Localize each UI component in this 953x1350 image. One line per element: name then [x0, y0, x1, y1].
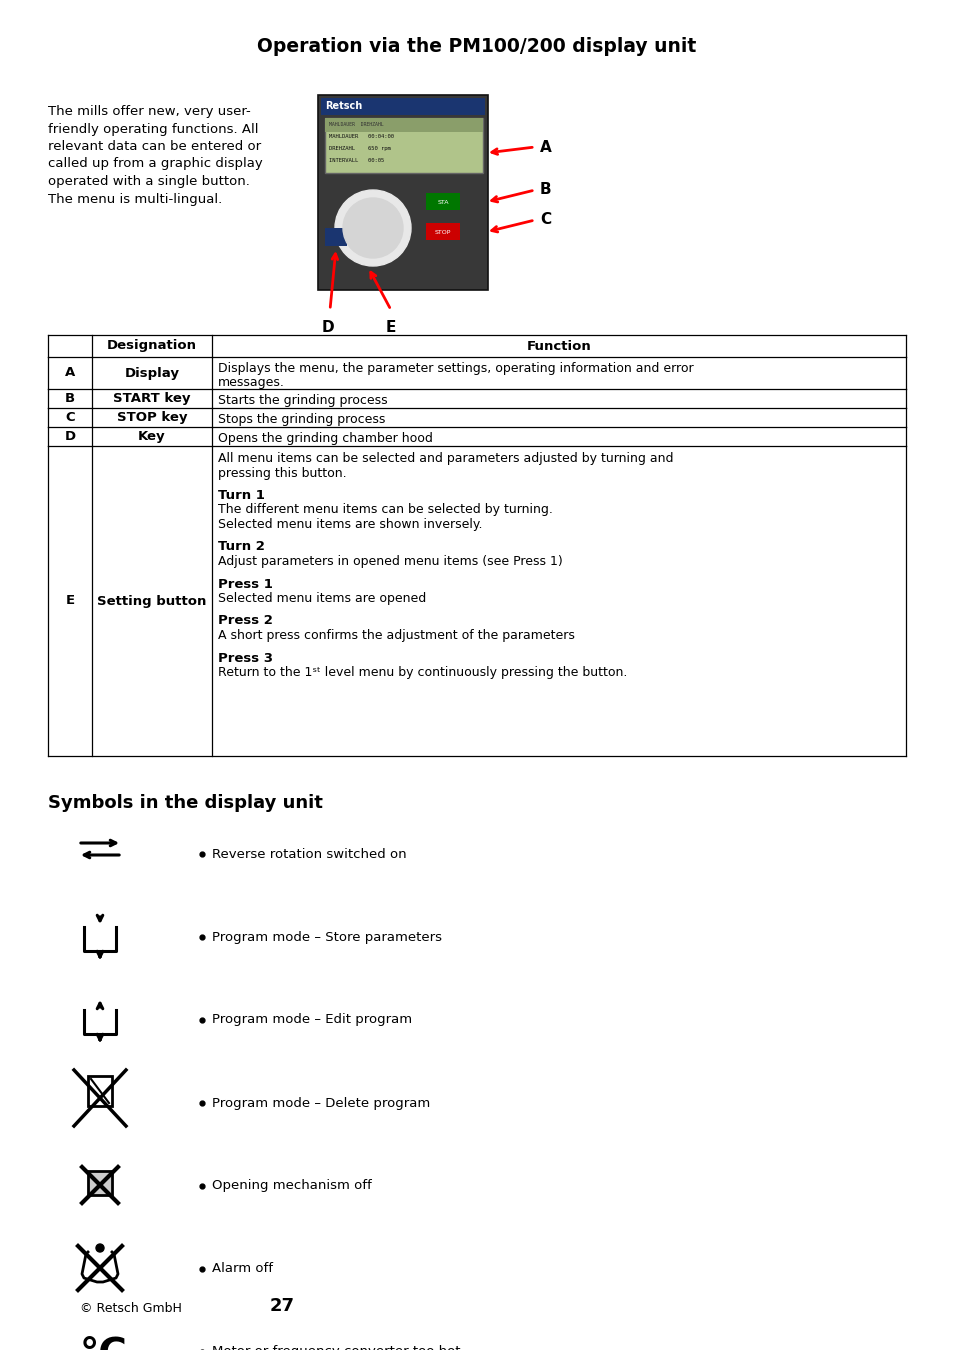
Text: Opens the grinding chamber hood: Opens the grinding chamber hood [218, 432, 433, 446]
Text: Press 1: Press 1 [218, 578, 273, 590]
Text: Function: Function [526, 339, 591, 352]
Text: A short press confirms the adjustment of the parameters: A short press confirms the adjustment of… [218, 629, 575, 643]
Text: Turn 1: Turn 1 [218, 489, 265, 502]
Bar [325, 117, 482, 173]
Bar [426, 193, 459, 211]
Bar [88, 1170, 112, 1195]
Text: °C: °C [80, 1335, 128, 1350]
Text: STA: STA [436, 200, 448, 204]
Text: D: D [321, 320, 334, 335]
Circle shape [343, 198, 402, 258]
Text: START key: START key [113, 392, 191, 405]
Text: The mills offer new, very user-: The mills offer new, very user- [48, 105, 251, 117]
Text: Operation via the PM100/200 display unit: Operation via the PM100/200 display unit [257, 36, 696, 55]
Text: DREHZAHL    650 rpm: DREHZAHL 650 rpm [329, 146, 391, 151]
Text: B: B [65, 392, 75, 405]
Text: B: B [539, 182, 551, 197]
Bar [320, 99, 484, 115]
Text: All menu items can be selected and parameters adjusted by turning and: All menu items can be selected and param… [218, 452, 673, 464]
Text: Turn 2: Turn 2 [218, 540, 265, 553]
Text: E: E [385, 320, 395, 335]
Text: MAHLDAUER   00:04:00: MAHLDAUER 00:04:00 [329, 134, 394, 139]
Text: C: C [539, 212, 551, 228]
Text: Press 2: Press 2 [218, 614, 273, 628]
Bar [325, 228, 347, 246]
Text: The menu is multi-lingual.: The menu is multi-lingual. [48, 193, 222, 205]
Bar [325, 117, 482, 132]
Text: Display: Display [125, 366, 179, 379]
Text: Opening mechanism off: Opening mechanism off [212, 1180, 372, 1192]
Text: INTERVALL   00:05: INTERVALL 00:05 [329, 158, 384, 163]
Text: friendly operating functions. All: friendly operating functions. All [48, 123, 258, 135]
Text: E: E [66, 594, 74, 608]
Text: Return to the 1ˢᵗ level menu by continuously pressing the button.: Return to the 1ˢᵗ level menu by continuo… [218, 666, 627, 679]
Text: A: A [65, 366, 75, 379]
Text: D: D [65, 431, 75, 443]
Text: called up from a graphic display: called up from a graphic display [48, 158, 262, 170]
Circle shape [96, 1243, 104, 1251]
Text: relevant data can be entered or: relevant data can be entered or [48, 140, 261, 153]
Text: operated with a single button.: operated with a single button. [48, 176, 250, 188]
Text: Stops the grinding process: Stops the grinding process [218, 413, 385, 427]
Text: Press 3: Press 3 [218, 652, 273, 664]
Text: Starts the grinding process: Starts the grinding process [218, 394, 387, 406]
Text: messages.: messages. [218, 377, 285, 389]
Bar [88, 1076, 112, 1106]
Text: Adjust parameters in opened menu items (see Press 1): Adjust parameters in opened menu items (… [218, 555, 562, 568]
Text: Displays the menu, the parameter settings, operating information and error: Displays the menu, the parameter setting… [218, 362, 693, 375]
Text: Program mode – Store parameters: Program mode – Store parameters [212, 930, 441, 944]
Text: Alarm off: Alarm off [212, 1262, 273, 1276]
Circle shape [335, 190, 411, 266]
Text: Reverse rotation switched on: Reverse rotation switched on [212, 848, 406, 860]
Text: Motor or frequency converter too hot: Motor or frequency converter too hot [212, 1346, 460, 1350]
Text: Program mode – Edit program: Program mode – Edit program [212, 1014, 412, 1026]
Text: pressing this button.: pressing this button. [218, 467, 346, 479]
Text: STOP key: STOP key [116, 410, 187, 424]
Bar [317, 95, 488, 290]
Text: Program mode – Delete program: Program mode – Delete program [212, 1096, 430, 1110]
Text: Retsch: Retsch [325, 101, 362, 111]
Text: Designation: Designation [107, 339, 196, 352]
Text: The different menu items can be selected by turning.: The different menu items can be selected… [218, 504, 553, 517]
Text: C: C [65, 410, 74, 424]
Text: A: A [539, 139, 551, 154]
Text: Selected menu items are opened: Selected menu items are opened [218, 593, 426, 605]
Text: STOP: STOP [435, 230, 451, 235]
Text: Key: Key [138, 431, 166, 443]
Text: Symbols in the display unit: Symbols in the display unit [48, 794, 322, 811]
Bar [426, 223, 459, 240]
Text: Setting button: Setting button [97, 594, 207, 608]
Text: MAHLDAUER  DREHZAHL: MAHLDAUER DREHZAHL [329, 123, 383, 127]
Text: 27: 27 [270, 1297, 294, 1315]
Text: Selected menu items are shown inversely.: Selected menu items are shown inversely. [218, 518, 482, 531]
Text: © Retsch GmbH: © Retsch GmbH [80, 1301, 182, 1315]
